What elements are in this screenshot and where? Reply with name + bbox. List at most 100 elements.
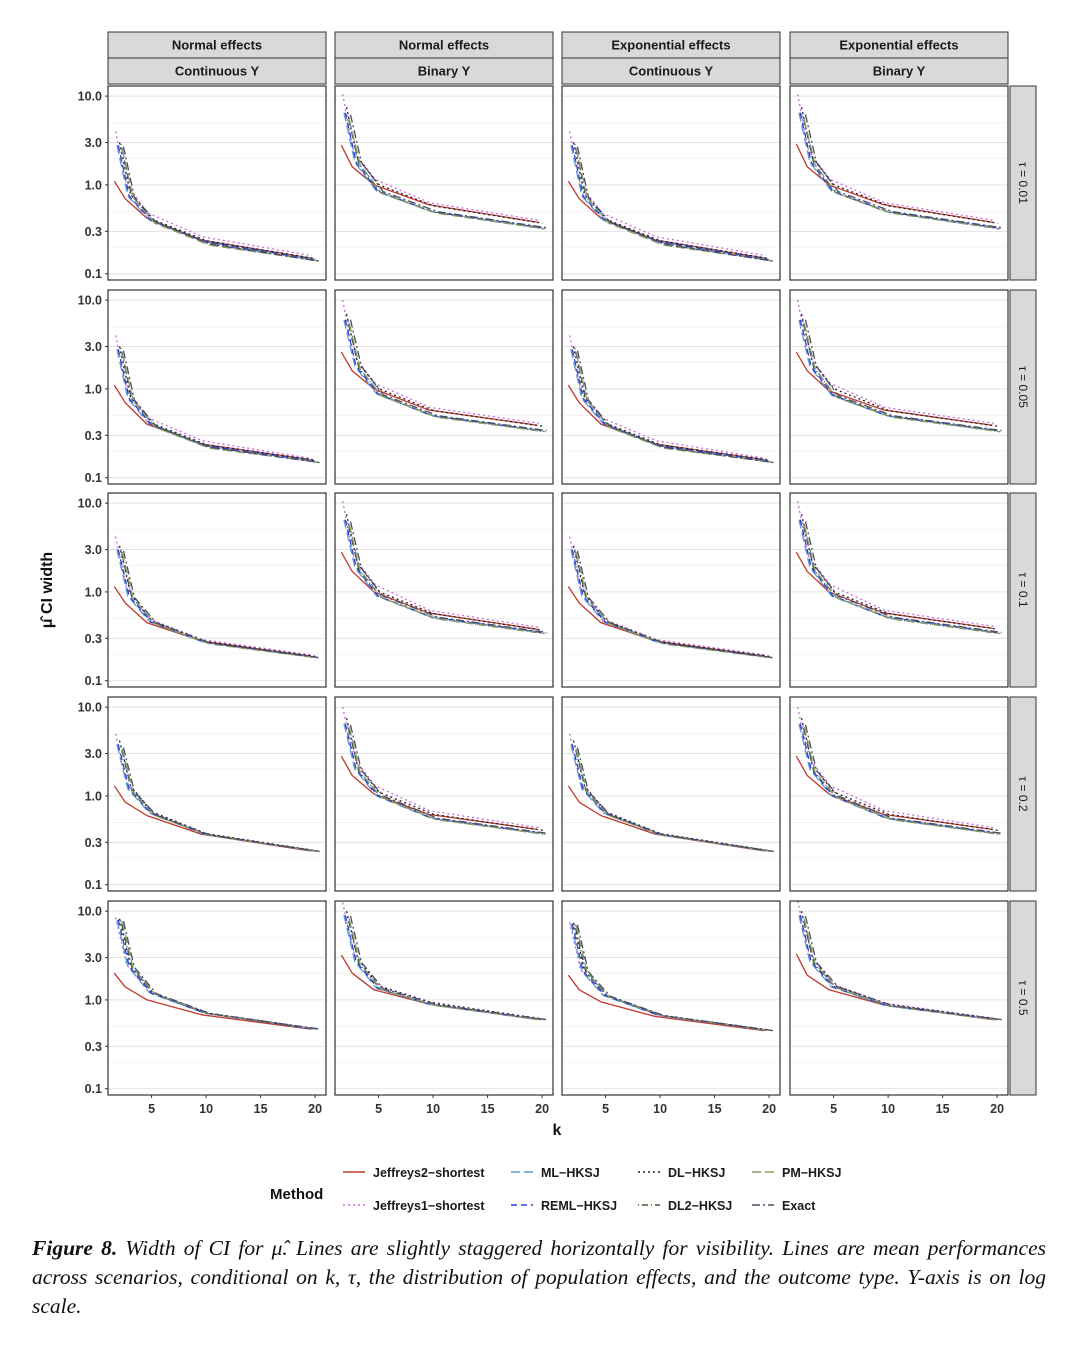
series-line	[795, 755, 993, 831]
panel-border	[561, 900, 781, 1096]
panel-border	[561, 85, 781, 281]
strip-bottom	[561, 57, 781, 85]
panel-border	[561, 696, 781, 892]
strip-top	[334, 31, 554, 59]
panel	[107, 289, 327, 485]
series-line	[803, 918, 1001, 1021]
series-line	[340, 755, 538, 831]
legend-label: DL2−HKSJ	[668, 1199, 732, 1213]
panel	[334, 492, 554, 688]
x-axis-title: k	[553, 1122, 562, 1139]
x-tick-label: 5	[602, 1102, 609, 1116]
strip-row-label: τ = 0.01	[1016, 162, 1030, 204]
series-line	[349, 319, 547, 432]
y-tick-label: 0.3	[85, 632, 102, 646]
series-line	[348, 523, 546, 635]
series-line	[121, 552, 319, 659]
panel-background	[335, 290, 553, 484]
strip-top	[107, 31, 327, 59]
series-line	[575, 351, 773, 463]
series-line	[803, 119, 1001, 230]
figure-label: Figure 8.	[32, 1236, 118, 1260]
series-line	[804, 724, 1002, 834]
panel-background	[108, 493, 326, 687]
strip-bottom	[334, 57, 554, 85]
series-line	[796, 900, 994, 1020]
series-line	[576, 350, 774, 464]
panel-border	[334, 696, 554, 892]
strip-bottom	[789, 57, 1009, 85]
series-line	[348, 323, 546, 433]
y-tick-label: 1.0	[85, 789, 102, 803]
panel	[107, 85, 327, 281]
series-line	[567, 974, 765, 1032]
y-tick-label: 0.1	[85, 1082, 102, 1096]
strip-row-label: τ = 0.5	[1016, 980, 1030, 1015]
series-line	[121, 748, 319, 853]
panel-border	[334, 492, 554, 688]
series-line	[804, 915, 1002, 1021]
panel-background	[790, 697, 1008, 891]
strip-row	[1009, 289, 1037, 485]
panel-border	[789, 289, 1009, 485]
series-line	[343, 319, 541, 432]
series-line	[571, 549, 769, 658]
panel	[107, 492, 327, 688]
panel	[561, 85, 781, 281]
series-line	[567, 586, 765, 657]
legend-label: PM−HKSJ	[782, 1166, 841, 1180]
strip-row	[1009, 696, 1037, 892]
series-line	[576, 146, 774, 262]
legend-label: Jeffreys1−shortest	[373, 1199, 485, 1213]
panel-background	[562, 493, 780, 687]
series-line	[344, 319, 542, 432]
panel	[789, 900, 1009, 1096]
series-line	[343, 112, 541, 229]
x-tick-label: 15	[708, 1102, 722, 1116]
series-line	[349, 915, 547, 1021]
panel	[561, 696, 781, 892]
strip-top-label: Exponential effects	[611, 38, 730, 53]
y-tick-label: 0.3	[85, 1040, 102, 1054]
series-line	[571, 145, 769, 261]
y-tick-label: 0.3	[85, 225, 102, 239]
panel-background	[335, 86, 553, 280]
faceted-line-chart: Normal effects Continuous Y Normal effects…	[39, 31, 1037, 1213]
panel-background	[108, 86, 326, 280]
series-line	[121, 147, 319, 262]
y-tick-label: 3.0	[85, 543, 102, 557]
panel-border	[107, 900, 327, 1096]
legend-title: Method	[270, 1186, 323, 1203]
x-tick-label: 20	[535, 1102, 549, 1116]
panel	[107, 696, 327, 892]
series-line	[798, 319, 996, 432]
x-tick-label: 5	[830, 1102, 837, 1116]
caption-text: Width of CI for μ̂. Lines are slightly s…	[32, 1236, 1046, 1318]
series-line	[344, 519, 542, 634]
series-line	[121, 351, 319, 463]
y-tick-label: 0.3	[85, 429, 102, 443]
series-line	[348, 726, 546, 835]
series-line	[343, 519, 541, 634]
y-tick-label: 10.0	[78, 497, 102, 511]
series-line	[799, 723, 997, 834]
x-tick-label: 5	[148, 1102, 155, 1116]
series-line	[571, 349, 769, 462]
series-line	[117, 919, 315, 1030]
series-line	[122, 921, 320, 1030]
strip-row-label: τ = 0.1	[1016, 572, 1030, 607]
y-tick-label: 1.0	[85, 382, 102, 396]
series-line	[570, 349, 768, 462]
series-line	[796, 299, 994, 424]
series-line	[799, 519, 997, 634]
panel-border	[334, 289, 554, 485]
series-line	[576, 747, 774, 853]
series-line	[800, 910, 998, 1020]
strip-row-label: τ = 0.2	[1016, 776, 1030, 811]
panel-border	[107, 492, 327, 688]
series-line	[344, 723, 542, 834]
panel-border	[334, 900, 554, 1096]
panel-border	[107, 85, 327, 281]
series-line	[349, 114, 547, 229]
y-tick-label: 3.0	[85, 747, 102, 761]
